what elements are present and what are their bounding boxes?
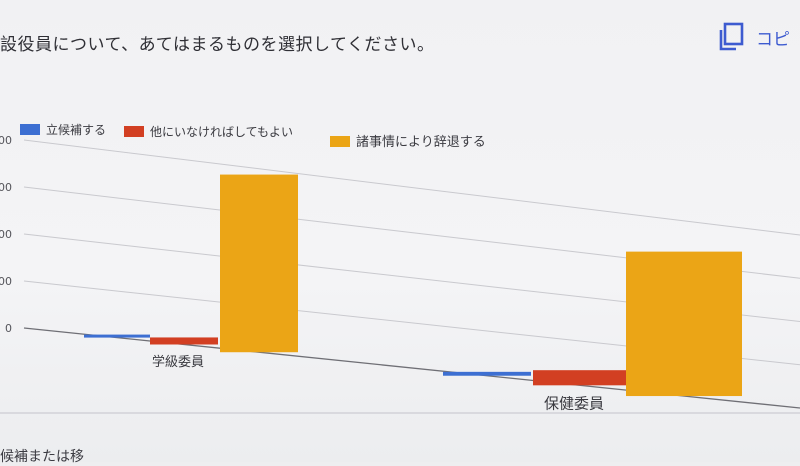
bar — [220, 174, 298, 353]
legend-swatch — [20, 124, 40, 135]
bars — [84, 174, 742, 397]
bar — [626, 251, 742, 397]
y-tick-label: 00 — [0, 181, 12, 194]
legend-swatch — [124, 126, 144, 137]
y-tick-label: 00 — [0, 275, 12, 288]
legend-label: 立候補する — [46, 122, 106, 137]
y-tick-label: 00 — [0, 228, 12, 241]
next-question-text: 候補または移 — [0, 449, 84, 465]
copy-button[interactable]: コピ — [716, 22, 790, 52]
y-tick-label: 0 — [5, 322, 12, 335]
bar — [533, 370, 627, 386]
bar — [84, 334, 150, 338]
copy-label: コピ — [756, 29, 790, 50]
section-divider — [0, 412, 800, 414]
x-tick-label: 学級委員 — [152, 354, 204, 370]
question-text: 設役員について、あてはまるものを選択してください。 — [0, 35, 435, 55]
legend-label: 諸事情により辞退する — [356, 134, 486, 150]
copy-icon — [719, 22, 744, 51]
x-tick-label: 保健委員 — [544, 395, 604, 413]
y-tick-label: 00 — [0, 134, 12, 147]
legend-swatch — [330, 136, 350, 147]
bar — [150, 337, 218, 345]
bar — [443, 371, 531, 376]
gridline — [23, 139, 800, 236]
legend-label: 他にいなければしてもよい — [150, 125, 293, 139]
